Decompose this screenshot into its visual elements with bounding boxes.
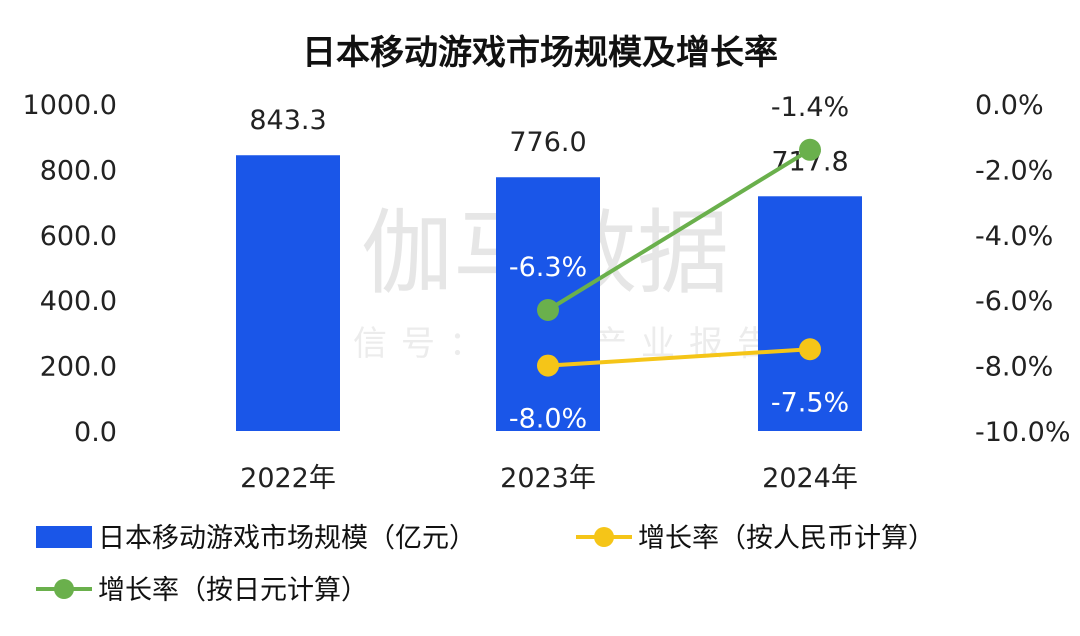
legend-swatch-marker [594,527,614,547]
chart-title: 日本移动游戏市场规模及增长率 [302,33,778,73]
left-tick-label: 800.0 [40,155,117,186]
point-value-label: -8.0% [509,404,587,435]
right-tick-label: -4.0% [975,221,1053,252]
right-tick-label: 0.0% [975,90,1044,121]
right-axis-ticks: 0.0% -2.0% -4.0% -6.0% -8.0% -10.0% [975,90,1071,448]
category-labels: 2022年 2023年 2024年 [240,463,858,494]
legend-label: 增长率（按日元计算） [98,575,368,606]
point-value-label: -6.3% [509,252,587,283]
bar-value-label: 776.0 [509,127,586,158]
bar [236,155,340,431]
category-label: 2023年 [500,463,596,494]
left-tick-label: 400.0 [40,286,117,317]
legend-swatch-marker [54,579,74,599]
left-axis-ticks: 1000.0 800.0 600.0 400.0 200.0 0.0 [23,90,117,448]
legend-label: 增长率（按人民币计算） [638,523,935,554]
series-point [799,138,821,161]
point-value-label: -7.5% [771,387,849,418]
right-tick-label: -8.0% [975,352,1053,383]
legend-label: 日本移动游戏市场规模（亿元） [98,523,476,554]
left-tick-label: 200.0 [40,352,117,383]
right-tick-label: -10.0% [975,417,1071,448]
line-series: -8.0% -7.5% -6.3% -1.4% [509,92,849,435]
right-tick-label: -2.0% [975,155,1053,186]
series-point [537,299,559,322]
category-label: 2024年 [762,463,858,494]
right-tick-label: -6.0% [975,286,1053,317]
left-tick-label: 0.0 [74,417,117,448]
bar [758,196,862,431]
bar-value-label: 843.3 [249,105,326,136]
series-point [537,354,559,377]
left-tick-label: 1000.0 [23,90,117,121]
left-tick-label: 600.0 [40,221,117,252]
category-label: 2022年 [240,463,336,494]
series-line [546,148,812,312]
series-point [799,338,821,361]
series-line [547,347,811,368]
point-value-label: -1.4% [771,92,849,123]
legend: 日本移动游戏市场规模（亿元） 增长率（按人民币计算） 增长率（按日元计算） [36,523,935,606]
legend-swatch [36,526,92,548]
